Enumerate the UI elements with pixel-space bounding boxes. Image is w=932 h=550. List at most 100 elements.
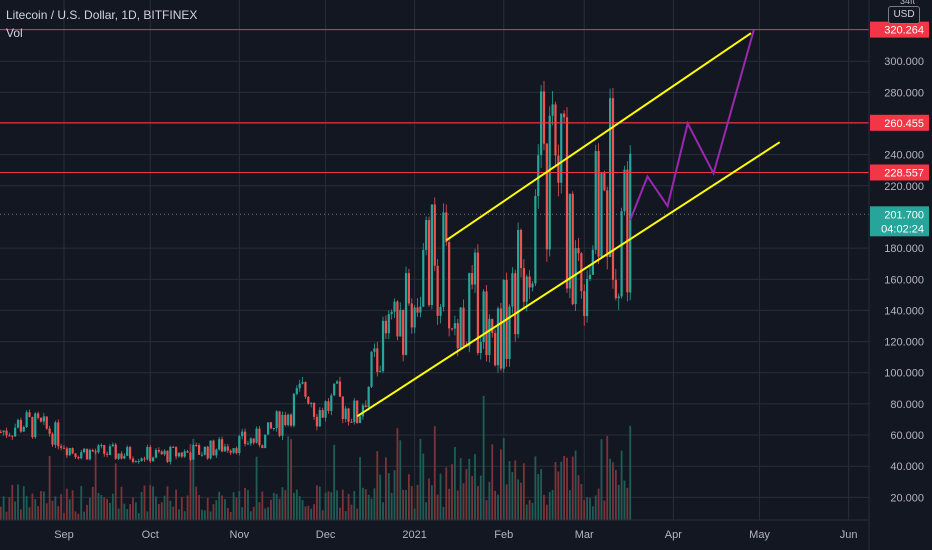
candle-body [396,301,399,337]
volume-bar [221,495,223,520]
candle-body [140,458,143,461]
volume-bar [215,500,218,520]
volume-bar [68,499,71,520]
volume-bar [502,438,505,520]
candle-body [459,307,462,349]
trend-channel-lower[interactable] [356,141,781,418]
volume-bar [609,458,611,520]
volume-bar [468,458,471,520]
volume-bar [293,492,295,520]
volume-bar [261,491,264,520]
candle-body [419,306,422,313]
candle-body [246,443,250,445]
candle-body [77,457,80,459]
currency-unit-button[interactable]: USD [888,6,920,24]
volume-bar [557,471,560,520]
candle-body [522,268,525,302]
candle-body [448,242,451,329]
volume-bar [413,508,416,520]
price-axis-tick-label: 160.000 [884,274,924,286]
candle-body [200,454,204,456]
volume-bar [120,486,123,520]
candle-body [413,307,416,328]
candle-body [174,447,178,457]
volume-bar [77,513,80,520]
candle-body [531,283,534,288]
volume-bar [514,460,517,520]
candle-body [232,448,235,453]
volume-bar [385,457,387,520]
volume-bar [485,500,488,520]
candle-body [430,204,433,305]
volume-bar [232,492,235,520]
volume-bar [456,490,459,520]
candle-body [91,449,94,452]
candle-body [379,371,382,373]
candle-body [249,438,252,444]
volume-bar [439,473,442,520]
volume-bar [137,513,140,520]
candle-body [384,320,388,334]
volume-bar [321,510,324,520]
volume-bar [344,511,347,520]
volume-bar [606,435,609,520]
volume-bar [267,507,269,520]
volume-bar [270,499,272,520]
candle-body [611,98,615,280]
volume-bar [34,499,37,520]
volume-bar [597,488,600,520]
candle-body [123,455,126,459]
volume-bar [508,461,511,520]
volume-bar [554,462,557,520]
trend-channel-upper[interactable] [445,32,752,242]
volume-bar [341,489,344,520]
candle-body [143,458,146,460]
volume-bar [356,508,359,520]
volume-bar [129,504,132,520]
volume-bar [339,507,341,520]
volume-bar [183,511,186,520]
volume-bar [178,509,180,520]
volume-bar [255,456,258,520]
volume-bar [589,497,591,520]
volume-bar [281,487,284,520]
volume-bar [146,511,149,520]
candle-body [545,143,548,250]
candle-body [137,460,140,462]
candle-body [436,265,439,316]
projection-path[interactable] [629,29,755,221]
volume-bar [390,492,393,520]
candle-body [2,430,5,433]
candle-body [330,395,333,411]
candle-body [103,445,106,454]
volume-bar [574,450,577,520]
price-axis-tick-label: 280.000 [884,87,924,99]
volume-bar [117,508,120,520]
candle-body [42,416,45,422]
volume-bar [347,493,350,520]
volume-bar [537,474,540,520]
candle-body [358,416,362,424]
volume-bar [307,505,310,520]
price-level-label-bg [870,164,929,181]
price-axis-tick-label: 20.000 [890,492,924,504]
volume-bar [278,498,281,520]
candle-body [209,440,212,459]
volume-bar [333,444,336,520]
candle-body [393,301,396,312]
candle-body [266,422,270,435]
candle-body [445,212,448,243]
candle-body [494,332,497,366]
candle-body [614,279,617,299]
candle-body [83,448,86,453]
volume-bar [169,500,172,520]
volume-bar [11,484,14,520]
price-level-label-bg [870,21,929,38]
candle-body [335,381,339,384]
volume-bar [241,507,244,520]
volume-bar [425,502,428,520]
candle-body [131,458,135,462]
candle-body [473,252,477,285]
volume-bar [37,506,40,520]
